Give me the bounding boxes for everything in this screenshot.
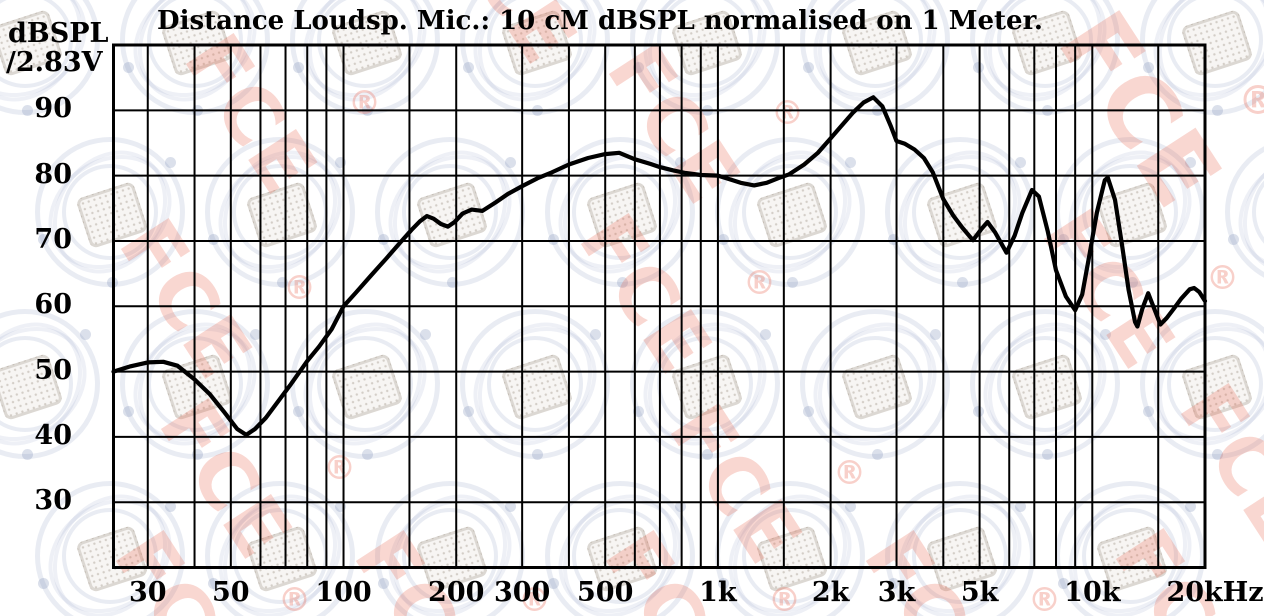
registered-trademark-icon: ®: [768, 580, 801, 616]
globe-logo-watermark: [366, 128, 534, 296]
globe-logo-watermark: [961, 300, 1129, 468]
y-tick-label-80: 80: [34, 158, 72, 190]
x-tick-label-300: 300: [493, 577, 551, 608]
registered-trademark-icon: ®: [278, 580, 311, 616]
y-tick-label-60: 60: [34, 289, 72, 321]
registered-trademark-icon: ®: [833, 453, 866, 492]
registered-trademark-icon: ®: [283, 268, 316, 307]
x-tick-label-30: 30: [128, 577, 167, 608]
x-tick-label-100: 100: [315, 577, 372, 608]
plot-border: [112, 43, 1207, 569]
globe-logo-watermark: [1216, 128, 1264, 296]
globe-logo-watermark: [451, 300, 619, 468]
globe-logo-watermark: [1131, 300, 1264, 468]
registered-trademark-icon: ®: [323, 448, 356, 487]
x-tick-label-20kHz: 20kHz: [1166, 577, 1264, 608]
globe-logo-watermark: [536, 472, 704, 616]
y-tick-label-70: 70: [34, 223, 72, 255]
registered-trademark-icon: ®: [771, 93, 804, 132]
registered-trademark-icon: ®: [518, 580, 551, 616]
frequency-response-curve: [111, 95, 1208, 437]
x-tick-label-200: 200: [428, 577, 485, 608]
y-axis-unit-line2: /2.83V: [6, 47, 103, 78]
registered-trademark-icon: ®: [1028, 580, 1061, 616]
registered-trademark-icon: ®: [1238, 78, 1264, 124]
x-tick-label-50: 50: [212, 577, 250, 608]
x-tick-label-500: 500: [577, 577, 634, 608]
y-tick-label-50: 50: [34, 354, 72, 386]
globe-logo-watermark: [876, 472, 1044, 616]
y-tick-label-40: 40: [34, 419, 72, 451]
globe-logo-watermark: [791, 300, 959, 468]
registered-trademark-icon: ®: [743, 263, 776, 302]
x-tick-label-1k: 1k: [699, 577, 737, 608]
x-tick-label-5k: 5k: [960, 577, 999, 608]
globe-logo-watermark: [876, 128, 1044, 296]
x-tick-label-10k: 10k: [1064, 577, 1121, 608]
registered-trademark-icon: ®: [1206, 258, 1239, 297]
globe-logo-watermark: [26, 472, 194, 616]
globe-logo-watermark: [0, 0, 109, 124]
registered-trademark-icon: ®: [348, 83, 381, 122]
globe-logo-watermark: [536, 128, 704, 296]
globe-logo-watermark: [0, 300, 109, 468]
y-axis-unit-line1: dBSPL: [8, 18, 109, 49]
x-tick-label-3k: 3k: [877, 577, 916, 608]
globe-logo-watermark: [1046, 128, 1214, 296]
chart-title: Distance Loudsp. Mic.: 10 cM dBSPL norma…: [157, 6, 1043, 36]
y-tick-label-30: 30: [34, 485, 72, 517]
globe-logo-watermark: [1046, 472, 1214, 616]
y-tick-label-90: 90: [34, 93, 72, 125]
x-tick-label-2k: 2k: [811, 577, 850, 608]
